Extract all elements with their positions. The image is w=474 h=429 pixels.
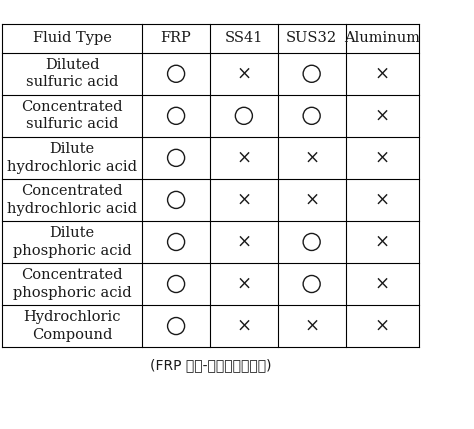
Text: FRP: FRP: [161, 31, 191, 45]
Text: ×: ×: [237, 65, 251, 83]
Text: Concentrated
sulfuric acid: Concentrated sulfuric acid: [21, 100, 123, 131]
Text: ×: ×: [237, 191, 251, 209]
Text: Hydrochloric
Compound: Hydrochloric Compound: [24, 311, 121, 341]
Text: SUS32: SUS32: [286, 31, 337, 45]
Text: ×: ×: [375, 275, 390, 293]
Text: ×: ×: [237, 275, 251, 293]
Text: Dilute
phosphoric acid: Dilute phosphoric acid: [13, 227, 132, 257]
Text: Dilute
hydrochloric acid: Dilute hydrochloric acid: [7, 142, 137, 173]
Text: ×: ×: [375, 317, 390, 335]
Text: ×: ×: [304, 191, 319, 209]
Text: (FRP 橋梁-技術とその展望): (FRP 橋梁-技術とその展望): [150, 358, 272, 372]
Text: Aluminum: Aluminum: [344, 31, 420, 45]
Text: Diluted
sulfuric acid: Diluted sulfuric acid: [26, 58, 118, 89]
Text: ×: ×: [375, 107, 390, 125]
Text: ×: ×: [375, 233, 390, 251]
Text: ×: ×: [375, 149, 390, 167]
Text: ×: ×: [304, 149, 319, 167]
Text: ×: ×: [237, 233, 251, 251]
Text: Fluid Type: Fluid Type: [33, 31, 112, 45]
Text: ×: ×: [375, 65, 390, 83]
Text: ×: ×: [237, 149, 251, 167]
Text: Concentrated
phosphoric acid: Concentrated phosphoric acid: [13, 269, 132, 299]
Text: ×: ×: [304, 317, 319, 335]
Text: ×: ×: [237, 317, 251, 335]
Text: SS41: SS41: [225, 31, 263, 45]
Text: Concentrated
hydrochloric acid: Concentrated hydrochloric acid: [7, 184, 137, 215]
Text: ×: ×: [375, 191, 390, 209]
